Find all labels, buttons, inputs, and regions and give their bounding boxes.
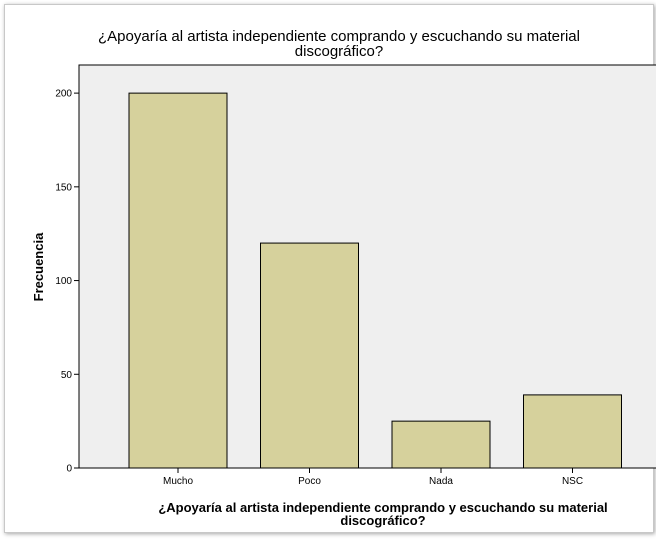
- y-tick-label: 150: [55, 182, 72, 193]
- x-tick-label: Poco: [298, 476, 321, 487]
- x-axis-title-line-1: ¿Apoyaría al artista independiente compr…: [158, 500, 607, 515]
- chart-title-line-1: ¿Apoyaría al artista independiente compr…: [98, 28, 580, 45]
- bar-mucho: [128, 92, 228, 469]
- y-tick-label: 100: [55, 276, 72, 287]
- x-tick-label: Mucho: [163, 476, 193, 487]
- y-axis-title: Frecuencia: [31, 232, 46, 301]
- bar-chart: ¿Apoyaría al artista independiente compr…: [31, 28, 656, 528]
- x-axis-title-line-2: discográfico?: [340, 513, 425, 528]
- x-tick-label: Nada: [429, 476, 453, 487]
- chart-title-line-2: discográfico?: [295, 43, 383, 60]
- bar-nsc: [523, 394, 622, 469]
- x-tick-label: NSC: [562, 476, 583, 487]
- y-tick-label: 200: [55, 89, 72, 100]
- y-tick-label: 0: [66, 464, 72, 475]
- x-axis: Mucho Poco Nada NSC: [163, 468, 583, 487]
- y-axis: 0 50 100 150 200: [55, 89, 79, 475]
- bar-nada: [391, 420, 491, 469]
- bars: [128, 92, 622, 469]
- y-tick-label: 50: [61, 370, 73, 381]
- bar-poco: [260, 242, 359, 469]
- chart-frame: ¿Apoyaría al artista independiente compr…: [4, 4, 656, 533]
